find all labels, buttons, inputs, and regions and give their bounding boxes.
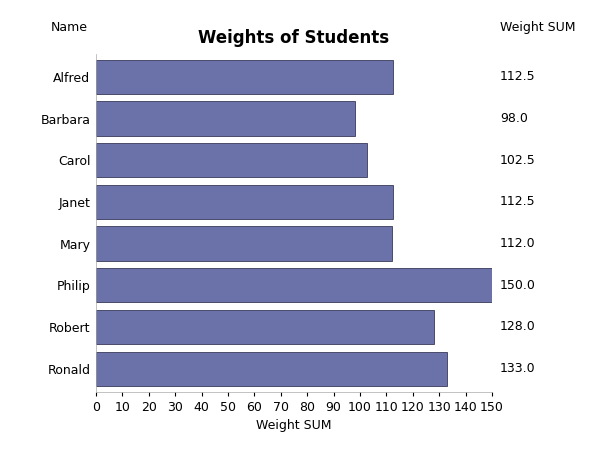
Bar: [96, 268, 492, 302]
Text: 112.5: 112.5: [500, 195, 536, 208]
Bar: [96, 185, 393, 219]
Bar: [96, 310, 434, 344]
Bar: [96, 60, 393, 94]
Bar: [96, 102, 355, 135]
Text: 102.5: 102.5: [500, 154, 536, 167]
Bar: [96, 143, 367, 177]
Text: 128.0: 128.0: [500, 320, 536, 333]
X-axis label: Weight SUM: Weight SUM: [256, 419, 332, 432]
Title: Weights of Students: Weights of Students: [199, 29, 389, 47]
Text: 133.0: 133.0: [500, 362, 536, 375]
Text: Name: Name: [51, 21, 88, 34]
Text: 98.0: 98.0: [500, 112, 528, 125]
Text: 112.0: 112.0: [500, 237, 536, 250]
Bar: [96, 226, 392, 261]
Text: 150.0: 150.0: [500, 279, 536, 292]
Text: 112.5: 112.5: [500, 70, 536, 83]
Bar: [96, 351, 447, 386]
Text: Weight SUM: Weight SUM: [500, 21, 575, 34]
